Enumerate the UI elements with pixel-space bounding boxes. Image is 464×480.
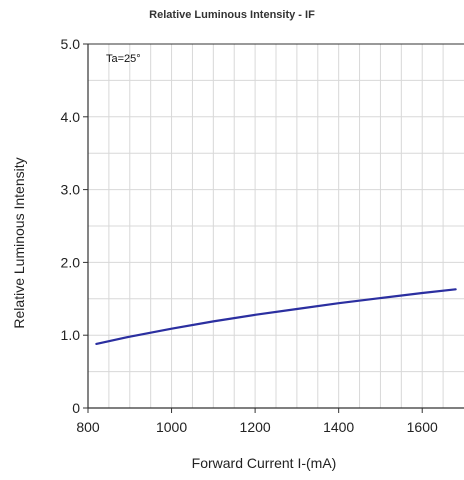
y-tick-label: 2.0	[61, 254, 81, 270]
x-tick-label: 1200	[240, 419, 271, 435]
y-tick-label: 4.0	[61, 109, 81, 125]
x-tick-label: 1600	[407, 419, 438, 435]
x-tick-label: 800	[76, 419, 100, 435]
plot-area: 0 1.0 2.0 3.0 4.0 5.0 800 1000 1200 1400 1600	[61, 36, 464, 435]
temperature-annotation: Ta=25°	[106, 53, 141, 65]
x-tick-label: 1400	[323, 419, 354, 435]
chart-title: Relative Luminous Intensity - IF	[149, 9, 315, 21]
x-tick-label: 1000	[156, 419, 187, 435]
series-line	[95, 288, 457, 346]
x-axis-label: Forward Current I-(mA)	[192, 455, 337, 471]
y-axis-label: Relative Luminous Intensity	[11, 157, 27, 328]
y-tick-label: 3.0	[61, 182, 81, 198]
y-tick-label: 1.0	[61, 327, 81, 343]
y-tick-label: 0	[72, 400, 80, 416]
y-tick-label: 5.0	[61, 36, 81, 52]
